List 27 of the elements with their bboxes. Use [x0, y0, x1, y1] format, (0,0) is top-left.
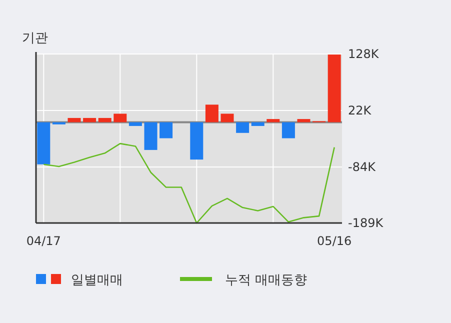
bar: [37, 122, 50, 164]
line-series: [43, 142, 335, 224]
x-tick-label: 05/16: [317, 234, 352, 248]
bar: [68, 118, 81, 122]
y-tick-label: -84K: [348, 160, 377, 174]
bar: [328, 54, 341, 122]
bar: [220, 114, 234, 122]
y-tick-label: 128K: [348, 47, 380, 61]
bar: [251, 122, 264, 126]
legend-label: 누적 매매동향: [225, 273, 308, 288]
bar: [297, 119, 310, 122]
bar: [83, 118, 96, 122]
chart-title: 기관: [22, 31, 48, 46]
bar: [98, 118, 112, 122]
bar: [190, 122, 204, 160]
bar: [205, 104, 218, 122]
y-tick-label: -189K: [348, 216, 384, 230]
bar: [114, 114, 127, 122]
bar: [236, 122, 250, 133]
legend-label: 일별매매: [71, 273, 123, 288]
bar: [282, 122, 295, 138]
bar: [128, 122, 142, 126]
bar: [144, 122, 158, 150]
bar: [160, 122, 173, 138]
x-tick-label: 04/17: [26, 234, 61, 248]
bar: [266, 119, 280, 122]
y-tick-label: 22K: [348, 104, 372, 118]
